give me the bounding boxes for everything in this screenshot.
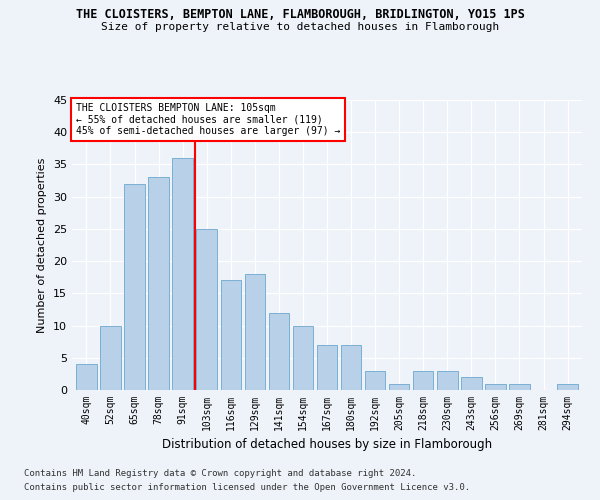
Bar [365,370,385,390]
Bar [172,158,193,390]
Text: THE CLOISTERS BEMPTON LANE: 105sqm
← 55% of detached houses are smaller (119)
45: THE CLOISTERS BEMPTON LANE: 105sqm ← 55%… [76,103,340,136]
Bar [269,312,289,390]
Text: Contains public sector information licensed under the Open Government Licence v3: Contains public sector information licen… [24,484,470,492]
Bar [317,345,337,390]
Text: Contains HM Land Registry data © Crown copyright and database right 2024.: Contains HM Land Registry data © Crown c… [24,468,416,477]
X-axis label: Distribution of detached houses by size in Flamborough: Distribution of detached houses by size … [162,438,492,452]
Bar [293,326,313,390]
Text: THE CLOISTERS, BEMPTON LANE, FLAMBOROUGH, BRIDLINGTON, YO15 1PS: THE CLOISTERS, BEMPTON LANE, FLAMBOROUGH… [76,8,524,20]
Bar [245,274,265,390]
Bar [221,280,241,390]
Bar [485,384,506,390]
Bar [509,384,530,390]
Bar [76,364,97,390]
Bar [148,178,169,390]
Bar [389,384,409,390]
Bar [413,370,433,390]
Bar [557,384,578,390]
Bar [196,229,217,390]
Bar [461,377,482,390]
Bar [100,326,121,390]
Bar [437,370,458,390]
Bar [124,184,145,390]
Y-axis label: Number of detached properties: Number of detached properties [37,158,47,332]
Text: Size of property relative to detached houses in Flamborough: Size of property relative to detached ho… [101,22,499,32]
Bar [341,345,361,390]
